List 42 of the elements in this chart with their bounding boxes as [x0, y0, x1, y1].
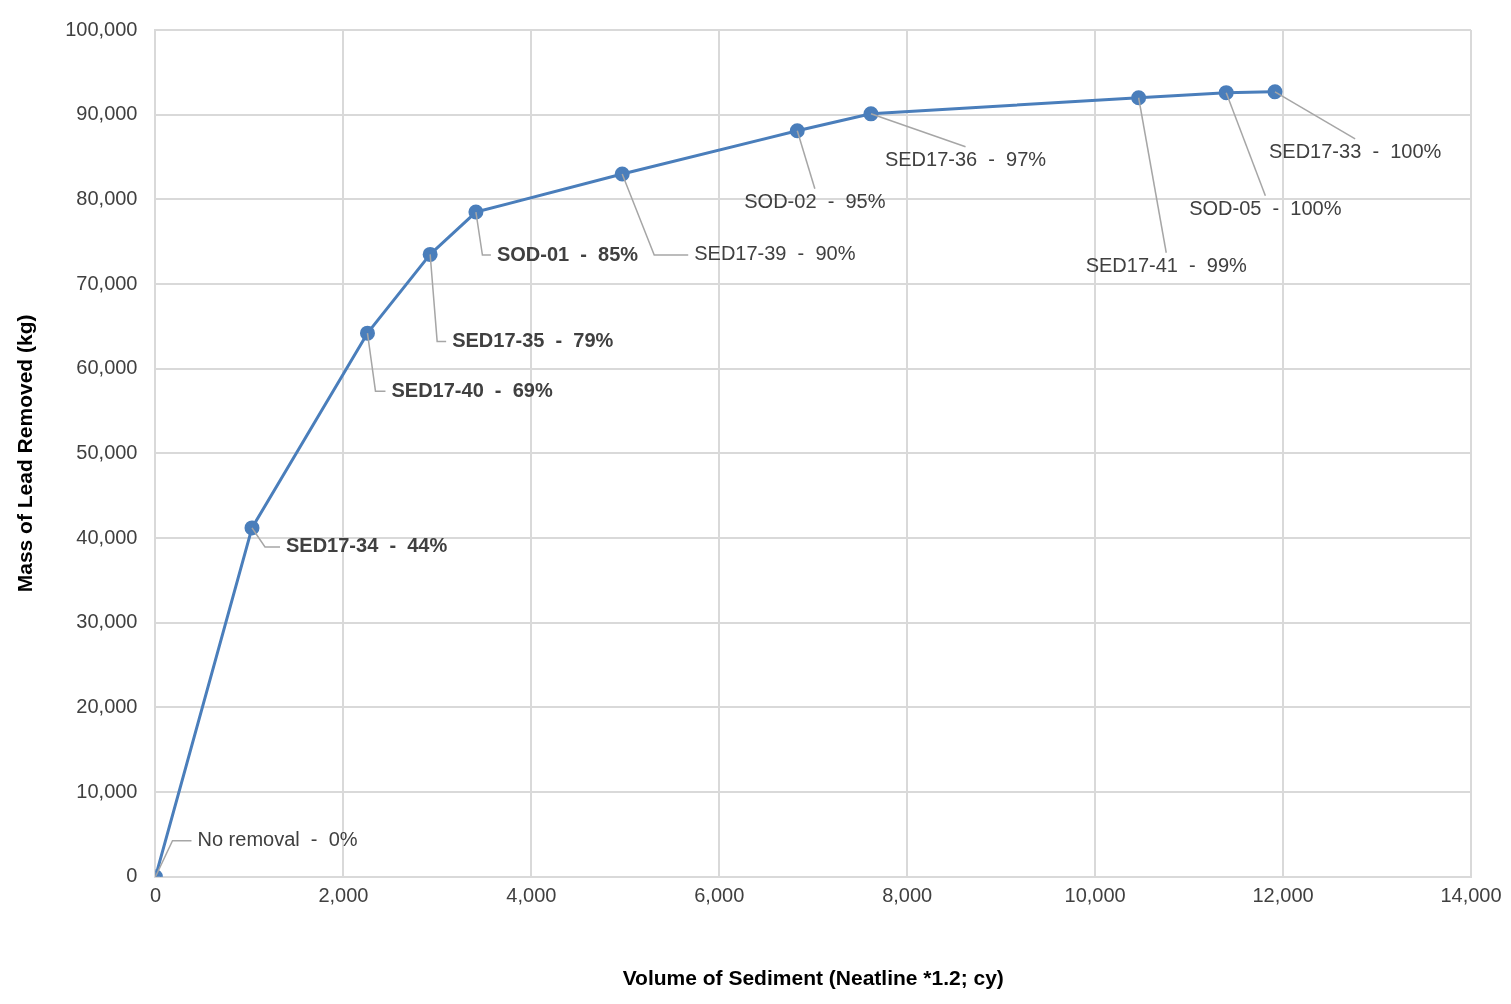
y-tick-label: 40,000 — [76, 525, 138, 548]
annotation: SOD-05 - 100% — [1189, 197, 1342, 220]
annotation: SED17-40 - 69% — [391, 378, 553, 401]
y-tick-label: 100,000 — [65, 17, 138, 40]
annotation: No removal - 0% — [197, 828, 358, 851]
annotation: SED17-35 - 79% — [452, 328, 614, 351]
y-tick-label: 50,000 — [76, 440, 138, 463]
point — [789, 123, 805, 139]
annotation: SED17-41 - 99% — [1085, 254, 1248, 277]
y-tick-label: 0 — [126, 864, 138, 887]
annotation: SED17-39 - 90% — [694, 242, 856, 265]
annotation: SOD-02 - 95% — [744, 190, 886, 213]
y-tick-label: 60,000 — [76, 356, 138, 379]
annotation: SED17-33 - 100% — [1268, 140, 1442, 163]
point — [863, 106, 879, 122]
x-tick-label: 2,000 — [318, 884, 369, 907]
y-tick-label: 80,000 — [76, 186, 138, 209]
x-tick-label: 6,000 — [694, 884, 745, 907]
point — [359, 325, 375, 341]
y-tick-label: 30,000 — [76, 610, 138, 633]
x-axis-title: Volume of Sediment (Neatline *1.2; cy) — [622, 966, 1004, 990]
point — [614, 166, 630, 182]
y-axis-title: Mass of Lead Removed (kg) — [13, 314, 37, 593]
x-tick-label: 0 — [149, 884, 162, 907]
annotation: SED17-36 - 97% — [884, 148, 1047, 171]
x-tick-label: 4,000 — [506, 884, 557, 907]
point — [1267, 84, 1283, 100]
y-tick-label: 20,000 — [76, 694, 138, 717]
point — [468, 204, 484, 220]
x-tick-label: 8,000 — [882, 884, 933, 907]
annotation: SED17-34 - 44% — [286, 534, 448, 557]
point — [244, 520, 260, 536]
point — [422, 246, 438, 262]
x-tick-label: 12,000 — [1252, 884, 1314, 907]
x-tick-label: 14,000 — [1440, 884, 1502, 907]
y-tick-label: 70,000 — [76, 271, 138, 294]
y-tick-label: 10,000 — [76, 779, 138, 802]
x-tick-label: 10,000 — [1064, 884, 1126, 907]
y-tick-label: 90,000 — [76, 102, 138, 125]
point — [1131, 90, 1147, 106]
annotation: SOD-01 - 85% — [496, 242, 639, 265]
point — [1218, 85, 1234, 101]
